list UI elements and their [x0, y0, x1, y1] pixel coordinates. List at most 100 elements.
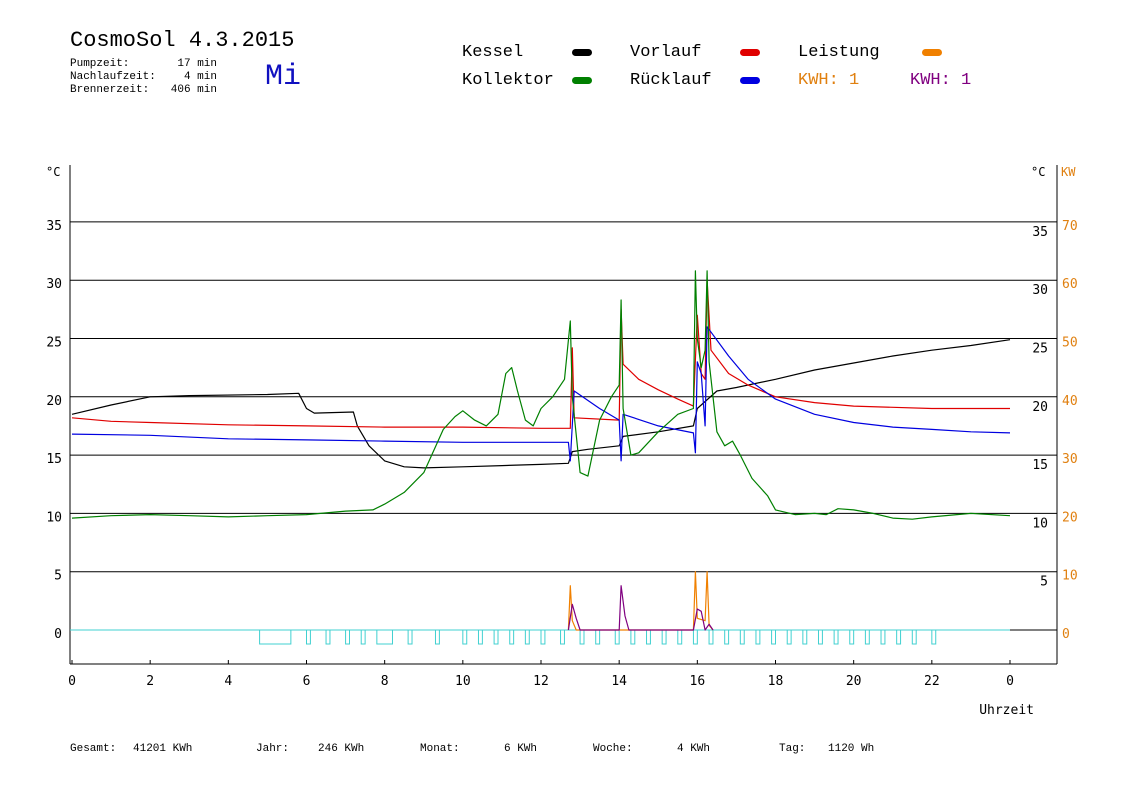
pump-pulse: [540, 629, 546, 645]
x-tick-label: 8: [381, 674, 389, 689]
y-tick-left: 15: [46, 452, 62, 467]
y-tick-left: 20: [46, 394, 62, 409]
y-tick-right-kw: 10: [1062, 569, 1078, 584]
pump-pulse: [560, 629, 565, 645]
y-tick-left: 25: [46, 336, 62, 351]
footer-value-jahr: 246 KWh: [318, 743, 365, 755]
y-tick-right-temp: 20: [1032, 400, 1048, 415]
footer-label-jahr: Jahr:: [256, 743, 290, 755]
pump-pulse: [896, 629, 902, 645]
series-line-kollektor: [71, 270, 1011, 520]
x-tick-label: 22: [924, 674, 940, 689]
y-tick-right-temp: 5: [1040, 575, 1048, 590]
pump-pulse: [864, 629, 870, 645]
footer-label-monat: Monat:: [420, 743, 460, 755]
x-tick-label: 12: [533, 674, 549, 689]
pump-pulse: [677, 629, 683, 645]
legend-swatch-leistung: [922, 49, 942, 56]
pump-pulse: [931, 629, 937, 645]
footer-value-woche: 4 KWh: [677, 743, 711, 755]
pump-pulse: [614, 629, 620, 645]
pump-pulse: [708, 629, 714, 645]
pump-pulse: [786, 629, 792, 645]
y-tick-right-kw: 60: [1062, 277, 1078, 292]
footer-label-woche: Woche:: [593, 743, 633, 755]
pump-pulse: [306, 629, 311, 645]
pump-pulse: [880, 629, 886, 645]
pump-pulse: [407, 629, 413, 645]
pump-pulse: [259, 629, 292, 645]
x-tick-label: 18: [768, 674, 784, 689]
chart-labels: 3530252015105035302520151057060504030201…: [46, 165, 1078, 718]
y-tick-left: 30: [46, 277, 62, 292]
y-tick-right-temp: 15: [1032, 458, 1048, 473]
chart-series: [71, 270, 1011, 631]
y-tick-right-temp: 25: [1032, 342, 1048, 357]
stat-label-brennerzeit: Brennerzeit:: [70, 84, 150, 96]
pump-pulse: [579, 629, 585, 645]
x-tick-label: 4: [224, 674, 232, 689]
y-tick-right-kw: 0: [1062, 627, 1070, 642]
footer-value-monat: 6 KWh: [504, 743, 538, 755]
legend-label-kollektor: Kollektor: [462, 71, 554, 90]
pump-pulse: [849, 629, 855, 645]
stat-value-brennerzeit: 406 min: [170, 84, 217, 96]
pump-pulse: [802, 629, 808, 645]
legend-label-ruecklauf: Rücklauf: [630, 71, 712, 90]
series-line-leistung: [567, 571, 714, 631]
chart-grid: [69, 165, 1058, 665]
stat-label-pumpzeit: Pumpzeit:: [70, 58, 130, 70]
y-tick-right-temp: 30: [1032, 283, 1048, 298]
x-axis-label: Uhrzeit: [979, 703, 1034, 718]
pump-pulse: [509, 629, 515, 645]
y-tick-right-kw: 20: [1062, 510, 1078, 525]
legend-swatch-kollektor: [572, 77, 592, 84]
series-line-vorlauf: [71, 279, 1010, 429]
legend-kwh-orange: KWH: 1: [798, 71, 860, 90]
pump-pulse: [524, 629, 530, 645]
pump-pulse: [325, 629, 331, 645]
pump-pulse: [646, 629, 651, 645]
pump-pulse: [692, 629, 698, 645]
page-title: CosmoSol 4.3.2015: [70, 28, 295, 53]
x-tick-label: 0: [1006, 674, 1014, 689]
series-line-kessel: [71, 339, 1011, 469]
legend-label-leistung: Leistung: [798, 43, 880, 62]
pump-pulse: [345, 629, 350, 645]
legend-swatch-vorlauf: [740, 49, 760, 56]
y-tick-right-kw: 50: [1062, 336, 1078, 351]
y-tick-right-kw: 30: [1062, 452, 1078, 467]
pump-pulse: [817, 629, 823, 645]
y-tick-right-temp: 35: [1032, 225, 1048, 240]
pump-pulse: [911, 629, 917, 645]
series-line-kwh: [567, 585, 714, 631]
pump-pulse: [755, 629, 761, 645]
y-tick-left: 0: [54, 627, 62, 642]
pump-pulse: [360, 629, 366, 645]
legend-label-vorlauf: Vorlauf: [630, 43, 702, 62]
y-tick-right-temp: 10: [1032, 516, 1048, 531]
x-tick-label: 16: [690, 674, 706, 689]
x-tick-label: 0: [68, 674, 76, 689]
legend-swatch-kessel: [572, 49, 592, 56]
footer-label-gesamt: Gesamt:: [70, 743, 117, 755]
stat-value-pumpzeit: 17 min: [177, 58, 217, 70]
pump-pulse: [595, 629, 601, 645]
pump-pulse: [462, 629, 468, 645]
y-tick-left: 5: [54, 569, 62, 584]
pump-pulse: [477, 629, 483, 645]
footer-label-tag: Tag:: [779, 743, 806, 755]
y-tick-right-kw: 40: [1062, 394, 1078, 409]
footer-value-gesamt: 41201 KWh: [133, 743, 193, 755]
stat-value-nachlaufzeit: 4 min: [183, 71, 217, 83]
y-unit-left: °C: [46, 165, 60, 179]
chart-ticks: [71, 660, 1011, 664]
pump-pulse: [630, 629, 636, 645]
x-tick-label: 20: [846, 674, 862, 689]
x-tick-label: 6: [303, 674, 311, 689]
y-unit-kw: KW: [1061, 165, 1076, 179]
pump-pulse: [376, 629, 393, 645]
pump-pulse: [771, 629, 777, 645]
legend-swatch-ruecklauf: [740, 77, 760, 84]
